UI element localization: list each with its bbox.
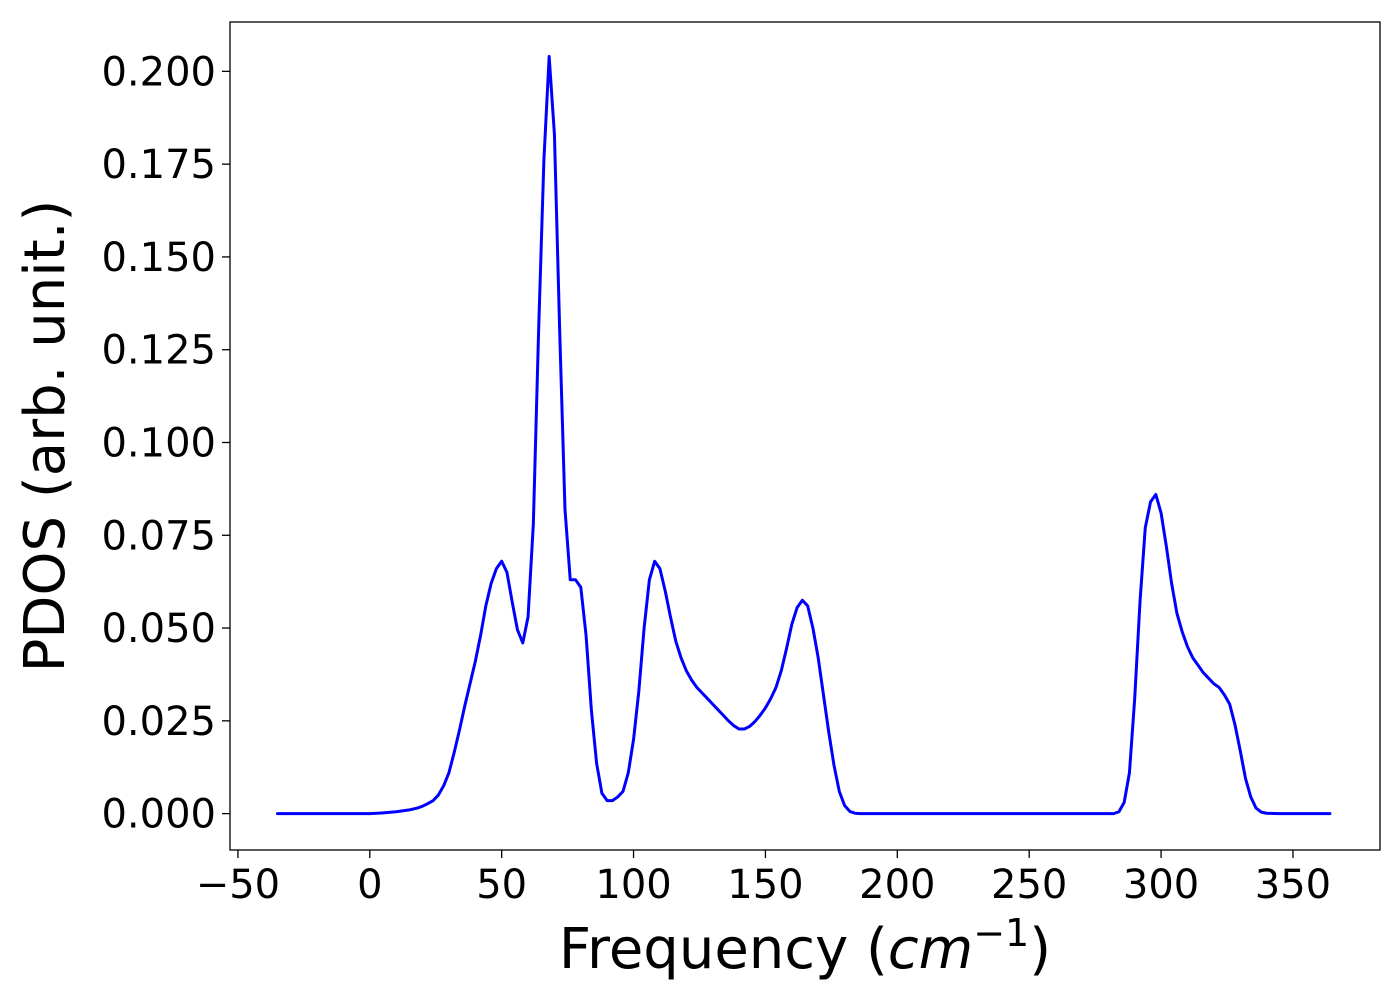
y-tick-label: 0.200 bbox=[101, 49, 216, 95]
x-tick-label: −50 bbox=[196, 862, 280, 908]
x-tick-label: 250 bbox=[991, 862, 1067, 908]
x-axis-label: Frequency (cm−1) bbox=[559, 911, 1051, 982]
y-tick-label: 0.025 bbox=[101, 699, 216, 745]
y-axis-label: PDOS (arb. unit.) bbox=[13, 200, 78, 673]
pdos-series-line bbox=[275, 55, 1332, 816]
y-axis-ticks: 0.000 0.025 0.050 0.075 0.100 0.125 0.150 0.175… bbox=[101, 49, 230, 838]
x-tick-label: 50 bbox=[476, 862, 527, 908]
plot-frame bbox=[229, 21, 1381, 851]
plot-area bbox=[230, 22, 1380, 850]
y-tick-label: 0.175 bbox=[101, 142, 216, 188]
y-tick-label: 0.000 bbox=[101, 792, 216, 838]
y-tick-label: 0.075 bbox=[101, 513, 216, 559]
y-tick-label: 0.100 bbox=[101, 420, 216, 466]
x-tick-label: 350 bbox=[1255, 862, 1331, 908]
x-tick-label: 200 bbox=[859, 862, 935, 908]
x-tick-label: 0 bbox=[357, 862, 382, 908]
x-tick-label: 150 bbox=[727, 862, 803, 908]
x-tick-label: 100 bbox=[595, 862, 671, 908]
y-tick-label: 0.150 bbox=[101, 235, 216, 281]
y-tick-label: 0.125 bbox=[101, 328, 216, 374]
y-tick-label: 0.050 bbox=[101, 606, 216, 652]
x-axis-ticks: −50 0 50 100 150 200 250 300 350 bbox=[196, 850, 1331, 908]
x-tick-label: 300 bbox=[1123, 862, 1199, 908]
